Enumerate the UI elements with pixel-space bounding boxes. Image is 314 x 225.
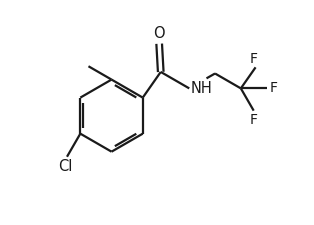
Text: F: F: [250, 52, 258, 66]
Text: O: O: [153, 26, 165, 41]
Text: F: F: [270, 81, 278, 95]
Text: F: F: [250, 113, 258, 127]
Text: Cl: Cl: [58, 159, 73, 174]
Text: NH: NH: [191, 81, 213, 96]
